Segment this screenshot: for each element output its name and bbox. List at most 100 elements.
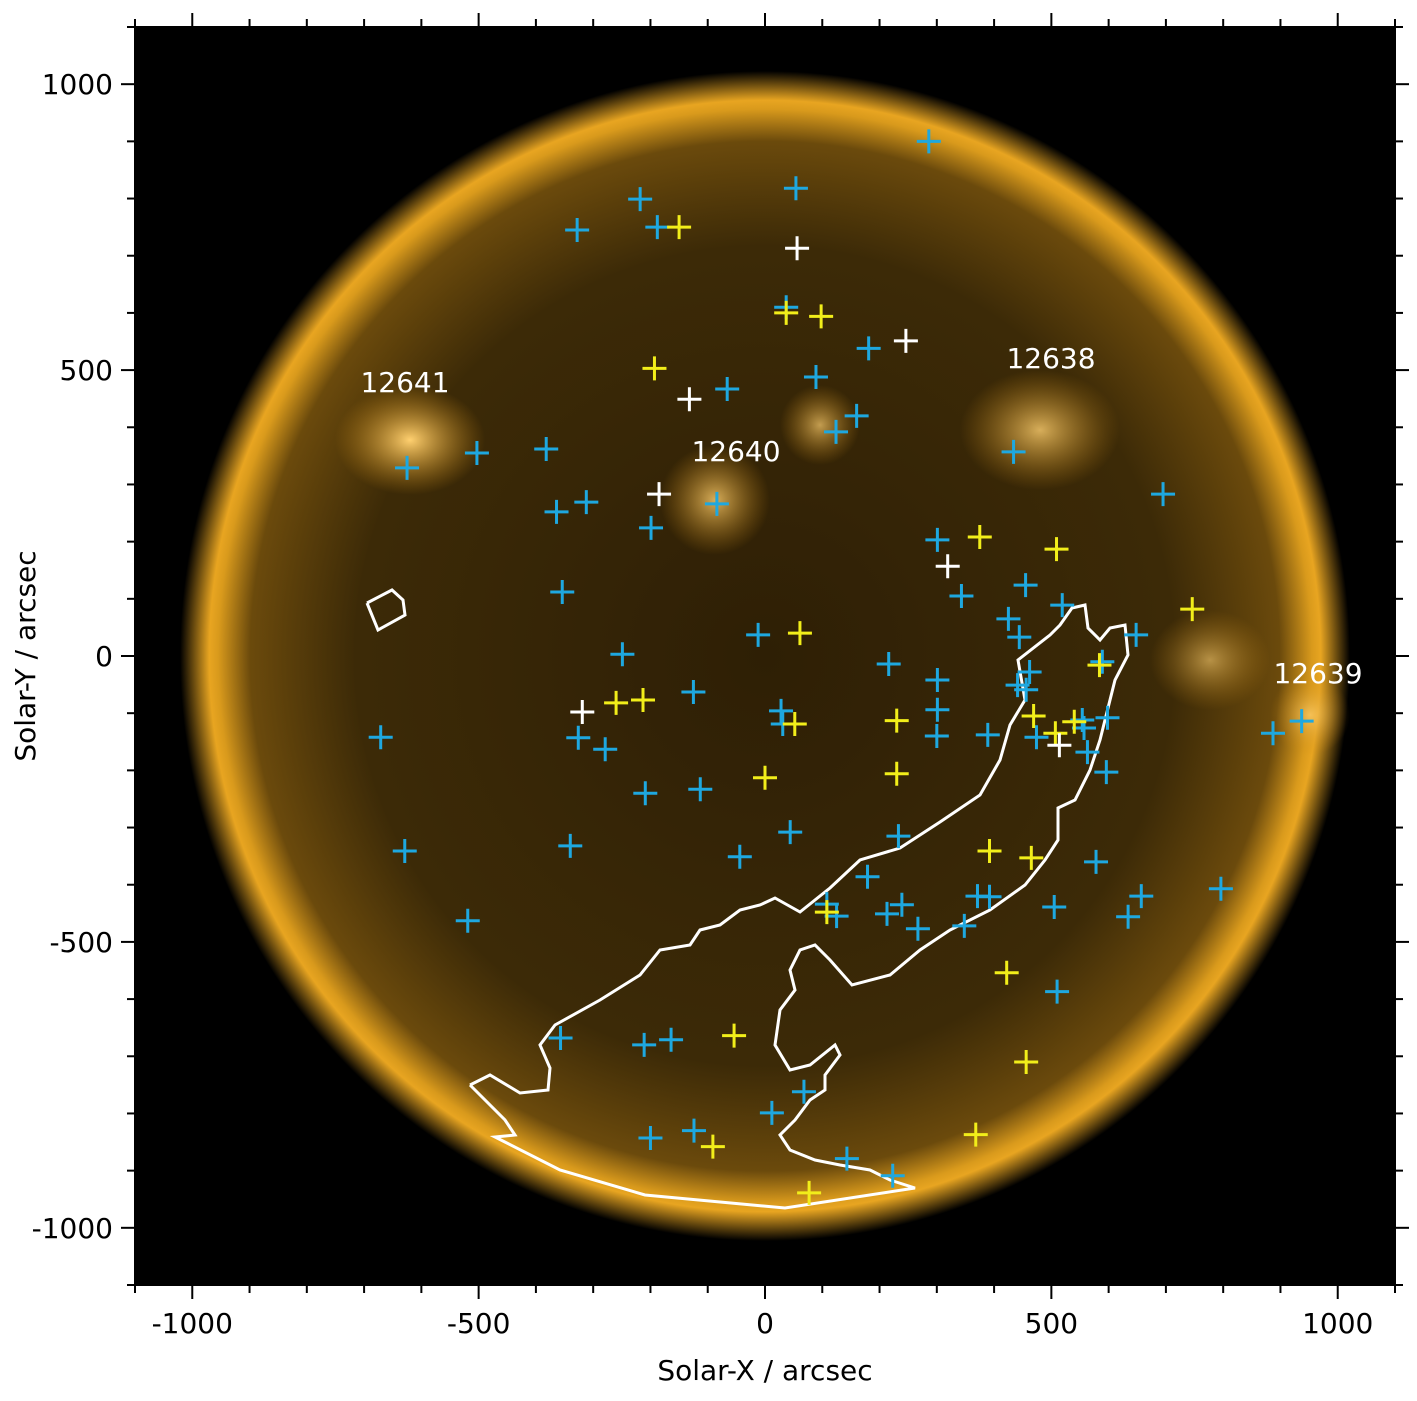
marker-cross <box>774 300 799 325</box>
marker-cross <box>844 403 869 428</box>
y-tick-label: -500 <box>49 926 113 959</box>
marker-cross <box>1289 709 1314 734</box>
x-tick-label: -500 <box>447 1307 511 1340</box>
marker-cross <box>884 761 909 786</box>
x-tick-label: -1000 <box>152 1307 233 1340</box>
marker-cross <box>1129 884 1154 909</box>
region-contour <box>365 588 407 633</box>
solar-image <box>135 27 1395 1285</box>
marker-cross <box>464 441 489 466</box>
y-tick-label: 500 <box>60 354 113 387</box>
marker-cross <box>632 1032 657 1057</box>
marker-cross <box>639 515 664 540</box>
marker-cross <box>925 527 950 552</box>
x-axis-label: Solar-X / arcsec <box>657 1354 872 1387</box>
marker-cross <box>994 960 1019 985</box>
marker-cross <box>688 777 713 802</box>
region-label: 12638 <box>1006 342 1095 375</box>
marker-cross <box>395 455 420 480</box>
y-tick-label: -1000 <box>32 1212 113 1245</box>
marker-cross <box>949 583 974 608</box>
marker-cross <box>604 690 629 715</box>
marker-cross <box>889 892 914 917</box>
marker-cross <box>782 712 807 737</box>
marker-cross <box>659 1027 684 1052</box>
marker-cross <box>856 336 881 361</box>
marker-cross <box>746 622 771 647</box>
marker-cross <box>647 482 672 507</box>
marker-cross <box>893 328 918 353</box>
marker-cross <box>880 1163 905 1188</box>
marker-cross <box>787 621 812 646</box>
marker-cross <box>1180 597 1205 622</box>
marker-cross <box>905 916 930 941</box>
marker-cross <box>368 725 393 750</box>
marker-cross <box>1095 705 1120 730</box>
marker-cross <box>753 765 777 790</box>
marker-cross <box>916 129 941 154</box>
marker-cross <box>642 356 667 381</box>
marker-cross <box>977 838 1002 863</box>
y-tick-label: 0 <box>95 640 113 673</box>
marker-cross <box>638 1126 663 1151</box>
marker-cross <box>704 491 729 516</box>
marker-cross <box>1014 677 1039 702</box>
y-tick-label: 1000 <box>42 68 113 101</box>
marker-cross <box>977 884 1002 909</box>
marker-cross <box>952 913 977 938</box>
marker-cross <box>631 688 656 713</box>
marker-cross <box>783 176 808 201</box>
marker-cross <box>759 1100 784 1125</box>
region-label: 12640 <box>691 435 780 468</box>
marker-cross <box>548 1025 573 1050</box>
marker-cross <box>884 708 909 733</box>
marker-cross <box>715 376 740 401</box>
marker-cross <box>566 725 591 750</box>
marker-cross <box>570 700 595 725</box>
marker-cross <box>550 579 575 604</box>
marker-cross <box>834 1146 859 1171</box>
marker-cross <box>1017 660 1042 685</box>
marker-cross <box>565 217 590 242</box>
marker-cross <box>1261 721 1286 746</box>
marker-cross <box>1094 760 1119 785</box>
marker-cross <box>1042 895 1067 920</box>
marker-cross <box>1045 979 1070 1004</box>
marker-cross <box>1208 876 1233 901</box>
marker-cross <box>925 697 950 722</box>
x-tick-label: 500 <box>1025 1307 1078 1340</box>
marker-cross <box>727 844 752 869</box>
marker-cross <box>924 724 949 749</box>
marker-cross <box>778 820 803 845</box>
marker-cross <box>855 864 880 889</box>
marker-cross <box>1072 716 1097 741</box>
marker-cross <box>610 642 635 667</box>
marker-cross <box>645 215 670 240</box>
marker-cross <box>935 554 960 579</box>
region-label: 12641 <box>360 366 449 399</box>
x-tick-label: 1000 <box>1302 1307 1373 1340</box>
marker-cross <box>681 680 706 705</box>
marker-cross <box>1043 721 1068 746</box>
marker-cross <box>824 904 849 929</box>
marker-cross <box>700 1134 725 1159</box>
marker-cross <box>1084 849 1109 874</box>
y-axis-label: Solar-Y / arcsec <box>9 550 42 761</box>
marker-cross <box>392 838 417 863</box>
marker-cross <box>886 824 911 849</box>
marker-cross <box>975 722 1000 747</box>
region-label: 12639 <box>1273 657 1362 690</box>
marker-cross <box>876 652 901 677</box>
marker-cross <box>963 1122 988 1147</box>
marker-cross <box>633 781 658 806</box>
marker-cross <box>1087 653 1112 678</box>
marker-cross <box>1007 625 1032 650</box>
marker-cross <box>1001 439 1026 464</box>
marker-cross <box>1151 482 1176 507</box>
marker-cross <box>769 698 794 723</box>
marker-cross <box>1013 573 1038 598</box>
marker-cross <box>874 901 899 926</box>
marker-cross <box>1062 709 1087 734</box>
marker-cross <box>1090 649 1115 674</box>
marker-cross <box>593 737 618 762</box>
